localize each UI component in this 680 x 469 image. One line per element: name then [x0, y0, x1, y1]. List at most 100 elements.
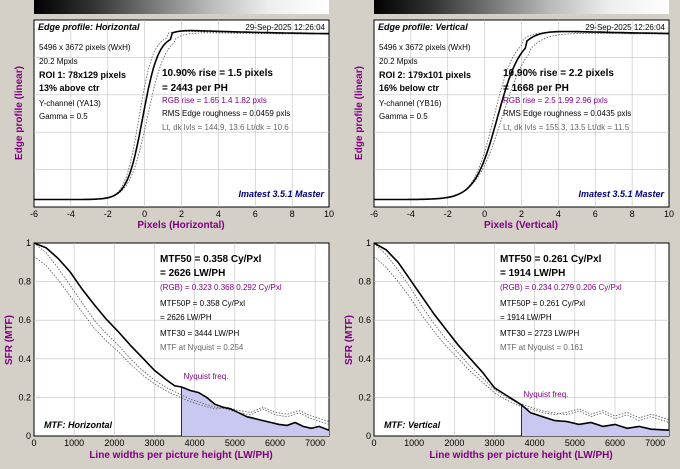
x-tick-label: -2	[104, 209, 112, 219]
x-tick-label: 6000	[265, 438, 285, 448]
y-tick-label: 0.6	[18, 315, 31, 325]
mtf-at-nyquist: MTF at Nyquist = 0.161	[500, 343, 584, 352]
x-tick-label: 0	[31, 438, 36, 448]
x-tick-label: 1000	[64, 438, 84, 448]
megapixels: 20.2 Mpxls	[39, 57, 78, 66]
y-tick-label: 0	[26, 431, 31, 441]
imatest-brand: Imatest 3.5.1 Master	[578, 189, 664, 199]
gray-gradient-strip-left	[34, 0, 329, 14]
edge-curve-luminance	[374, 30, 669, 201]
mtf50p-value: MTF50P = 0.358 Cy/Pxl	[160, 299, 245, 308]
roi-position: 16% below ctr	[379, 83, 440, 93]
light-dark-levels: Lt, dk lvls = 144.9, 13.6 Lt/dk = 10.6	[162, 123, 289, 132]
mtf-at-nyquist: MTF at Nyquist = 0.254	[160, 343, 244, 352]
y-axis-label: SFR (MTF)	[4, 315, 15, 365]
x-tick-label: 0	[371, 438, 376, 448]
edge-profile-horizontal-panel: -6 -4 -2 0 2 4 6 8 10 Edge profile: Horizontal 2…	[14, 19, 334, 231]
x-tick-label: 2	[179, 209, 184, 219]
y-axis-label: SFR (MTF)	[344, 315, 355, 365]
image-size: 5496 x 3672 pixels (WxH)	[379, 43, 471, 52]
mtf50-value: MTF50 = 0.261 Cy/Pxl	[500, 254, 602, 265]
edge-curve-luminance	[34, 29, 329, 201]
x-tick-label: 4000	[525, 438, 545, 448]
y-tick-label: 0	[366, 431, 371, 441]
chart-title: MTF: Horizontal	[44, 420, 112, 430]
x-tick-label: 2	[519, 209, 524, 219]
x-tick-label: -6	[30, 209, 38, 219]
rgb-rise: RGB rise = 1.65 1.4 1.82 pxls	[162, 96, 267, 105]
mtf-horizontal-panel: 0 1000 2000 3000 4000 5000 6000 7000 0 0.2 0.4 0.6…	[4, 238, 330, 461]
x-tick-labels: 0 1000 2000 3000 4000 5000 6000 7000	[31, 438, 325, 448]
mtf50p-value: MTF50P = 0.261 Cy/Pxl	[500, 299, 585, 308]
mtf50p-lwph: = 1914 LW/PH	[500, 313, 552, 322]
y-tick-label: 0.2	[358, 392, 371, 402]
y-tick-label: 1	[366, 238, 371, 248]
mtf-curve-luminance	[373, 242, 670, 431]
rise-per-ph: = 1668 per PH	[503, 83, 569, 94]
x-tick-label: 4000	[185, 438, 205, 448]
x-tick-label: 6	[253, 209, 258, 219]
x-tick-label: 5000	[565, 438, 585, 448]
x-tick-label: -6	[370, 209, 378, 219]
nyquist-label: Nyquist freq.	[524, 390, 569, 399]
x-tick-label: -2	[444, 209, 452, 219]
x-tick-label: 6000	[605, 438, 625, 448]
x-tick-label: 7000	[645, 438, 665, 448]
x-tick-label: 2000	[444, 438, 464, 448]
mtf50p-lwph: = 2626 LW/PH	[160, 313, 212, 322]
x-tick-label: 10	[664, 209, 674, 219]
mtf50-rgb: (RGB) = 0.234 0.279 0.206 Cy/Pxl	[500, 283, 622, 292]
edge-roughness: RMS Edge roughness = 0.0435 pxls	[503, 109, 631, 118]
chart-title: MTF: Vertical	[384, 420, 441, 430]
y-axis-label: Edge profile (linear)	[14, 66, 25, 160]
mtf-curve-luminance	[33, 242, 330, 431]
date-stamp: 29-Sep-2025 12:26:04	[585, 23, 665, 32]
mtf50-lwph: = 2626 LW/PH	[160, 268, 225, 279]
x-tick-label: 1000	[404, 438, 424, 448]
rise-per-ph: = 2443 per PH	[162, 83, 228, 94]
y-tick-label: 0.8	[18, 277, 31, 287]
date-stamp: 29-Sep-2025 12:26:04	[245, 23, 325, 32]
y-tick-labels: 0 0.2 0.4 0.6 0.8 1	[18, 238, 31, 441]
mtf-curve-rgb-1	[33, 242, 330, 425]
y-tick-label: 0.6	[358, 315, 371, 325]
x-tick-label: 8	[290, 209, 295, 219]
image-size: 5496 x 3672 pixels (WxH)	[39, 43, 131, 52]
edge-profile-vertical-panel: -6 -4 -2 0 2 4 6 8 10 Edge profile: Vertical 29-…	[354, 19, 674, 231]
channel-label: Y-channel (YA13)	[39, 99, 101, 108]
rise-distance: 10.90% rise = 1.5 pixels	[162, 68, 273, 79]
x-tick-label: 4	[556, 209, 561, 219]
mtf-vertical-panel: 0 1000 2000 3000 4000 5000 6000 7000 0 0.2 0.4 0.6…	[344, 238, 670, 461]
imatest-brand: Imatest 3.5.1 Master	[238, 189, 324, 199]
gamma-label: Gamma = 0.5	[39, 112, 88, 121]
x-tick-label: 6	[593, 209, 598, 219]
x-tick-labels: 0 1000 2000 3000 4000 5000 6000 7000	[371, 438, 665, 448]
x-tick-label: 3000	[144, 438, 164, 448]
x-tick-label: 10	[324, 209, 334, 219]
x-tick-label: 3000	[484, 438, 504, 448]
x-tick-label: 7000	[305, 438, 325, 448]
x-tick-label: 0	[142, 209, 147, 219]
x-tick-labels: -6 -4 -2 0 2 4 6 8 10	[370, 209, 674, 219]
mtf50-value: MTF50 = 0.358 Cy/Pxl	[160, 254, 262, 265]
grid	[374, 20, 669, 207]
plot-area	[373, 242, 670, 437]
nyquist-label: Nyquist freq.	[184, 372, 229, 381]
x-tick-label: 8	[630, 209, 635, 219]
mtf30-value: MTF30 = 3444 LW/PH	[160, 329, 239, 338]
chart-title: Edge profile: Horizontal	[38, 22, 140, 32]
gray-gradient-strip-right	[374, 0, 669, 14]
y-tick-label: 0.4	[358, 354, 371, 364]
y-tick-label: 0.2	[18, 392, 31, 402]
x-tick-label: 0	[482, 209, 487, 219]
gamma-label: Gamma = 0.5	[379, 112, 428, 121]
channel-label: Y-channel (YB16)	[379, 99, 442, 108]
y-tick-label: 1	[26, 238, 31, 248]
x-tick-label: 4	[216, 209, 221, 219]
y-tick-label: 0.4	[18, 354, 31, 364]
roi-position: 13% above ctr	[39, 83, 100, 93]
x-tick-label: -4	[67, 209, 75, 219]
roi-label: ROI 2: 179x101 pixels	[379, 70, 471, 80]
roi-label: ROI 1: 78x129 pixels	[39, 70, 126, 80]
